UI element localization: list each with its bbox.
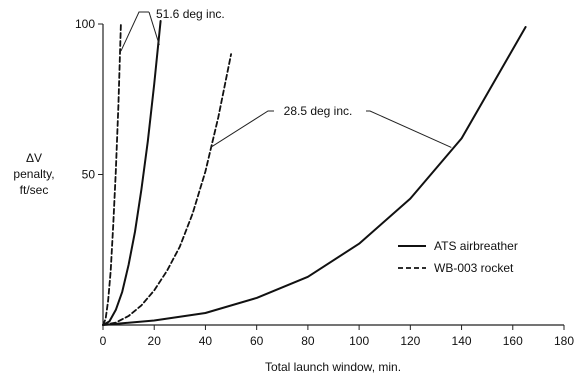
y-axis-title-line-3: ft/sec xyxy=(20,183,49,197)
x-tick-label: 0 xyxy=(100,334,107,348)
x-axis-title: Total launch window, min. xyxy=(265,360,401,374)
series-line-ats-airbreather-28-5-deg-inc xyxy=(102,26,527,326)
y-tick-label: 100 xyxy=(75,17,95,31)
x-tick-label: 40 xyxy=(199,334,213,348)
legend-label: WB-003 rocket xyxy=(434,261,514,275)
series-line-ats-airbreather-51-6-deg-inc xyxy=(102,20,162,326)
legend: ATS airbreather WB-003 rocket xyxy=(398,239,518,275)
x-tick-label: 20 xyxy=(148,334,162,348)
annotation-leader xyxy=(120,11,149,52)
x-tick-label: 180 xyxy=(554,334,574,348)
annotation-label: 28.5 deg inc. xyxy=(284,104,353,118)
series-line-wb-003-rocket-51-6-deg-inc xyxy=(102,23,122,326)
annotation-leader xyxy=(148,11,160,46)
axes: 0 20 40 60 80 100 120 140 160 180 50 100 xyxy=(75,17,574,348)
series-layer xyxy=(102,20,527,326)
x-tick-label: 100 xyxy=(349,334,369,348)
y-tick-label: 50 xyxy=(82,168,96,182)
x-tick-label: 80 xyxy=(301,334,315,348)
y-axis-title-line-2: penalty, xyxy=(13,167,54,181)
legend-label: ATS airbreather xyxy=(434,239,518,253)
annotation-leader xyxy=(366,110,452,148)
x-tick-label: 120 xyxy=(400,334,420,348)
annotation-leader xyxy=(210,110,274,148)
series-line-wb-003-rocket-28-5-deg-inc xyxy=(102,53,232,326)
y-axis-title: ΔV penalty, ft/sec xyxy=(13,151,54,197)
annotation-label: 51.6 deg inc. xyxy=(156,7,225,21)
y-axis-title-line-1: ΔV xyxy=(26,151,42,165)
x-tick-label: 140 xyxy=(452,334,472,348)
annotations-layer: 51.6 deg inc. 28.5 deg inc. xyxy=(120,7,452,148)
x-tick-label: 60 xyxy=(250,334,264,348)
x-tick-label: 160 xyxy=(503,334,523,348)
